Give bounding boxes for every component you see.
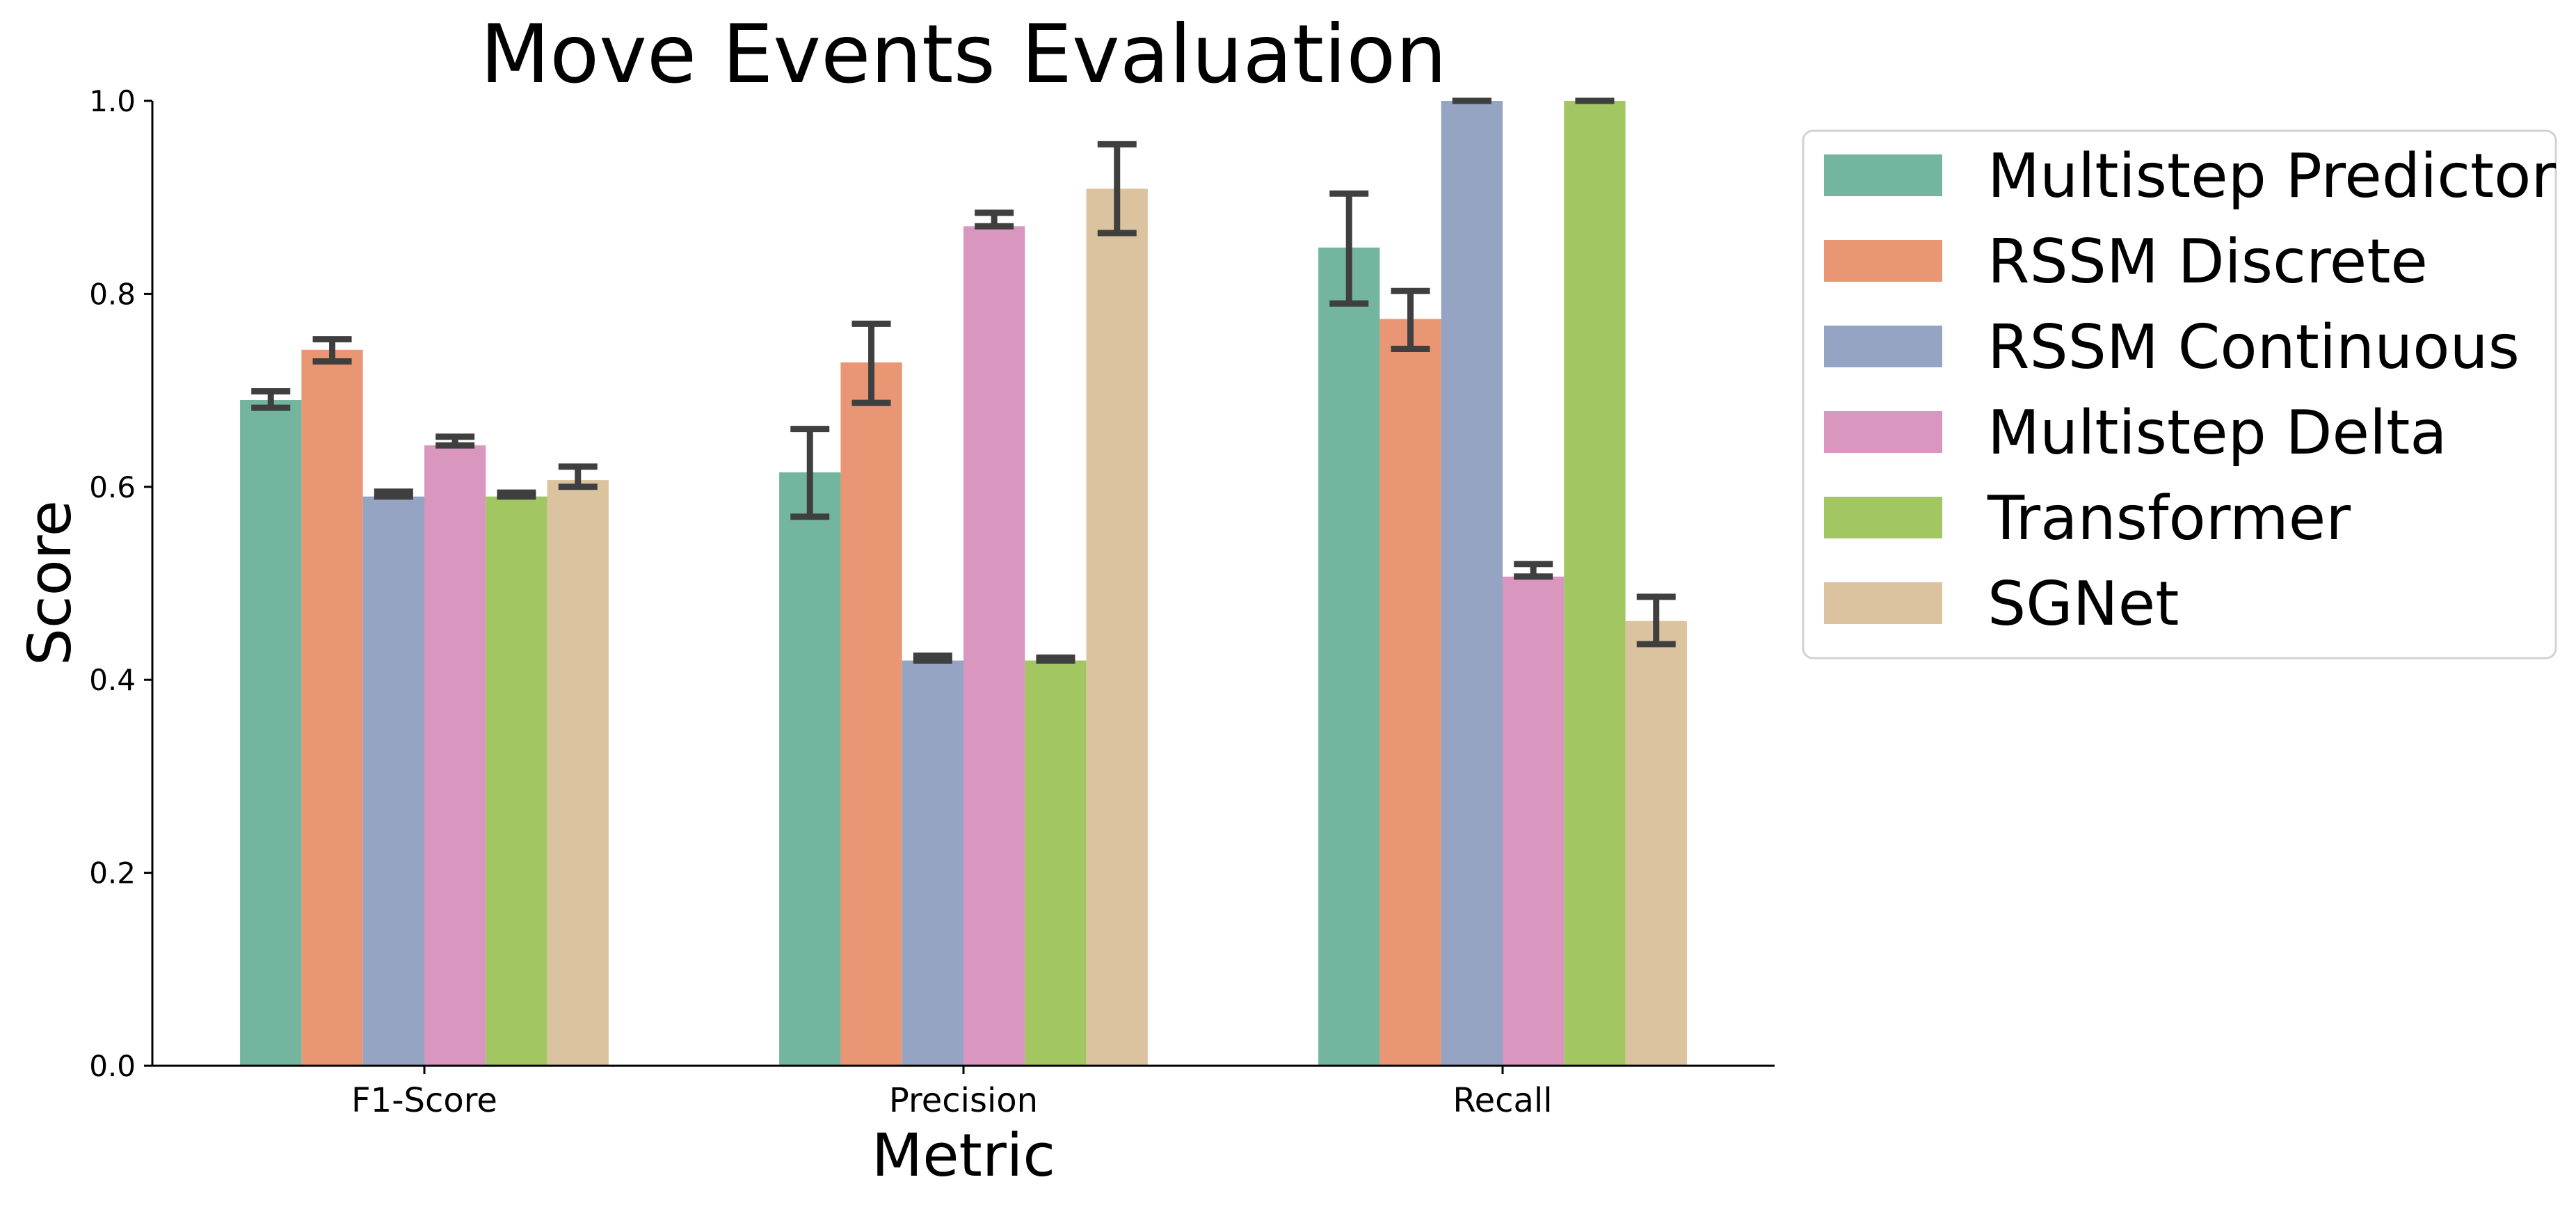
legend-label: RSSM Continuous [1987, 312, 2520, 383]
x-tick-label-precision: Precision [889, 1081, 1038, 1120]
bars-layer [240, 101, 1687, 1066]
bar-sgnet-f1-score [547, 480, 609, 1066]
legend-swatch [1824, 582, 1942, 624]
legend-swatch [1824, 411, 1942, 453]
error-bar-rssm-continuous-f1-score [374, 488, 413, 500]
error-bars-layer [251, 97, 1676, 664]
legend-item-multistep-delta: Multistep Delta [1824, 397, 2447, 468]
bar-multistep-delta-precision [963, 226, 1025, 1066]
bar-rssm-discrete-precision [840, 362, 902, 1066]
error-bar-rssm-discrete-f1-score [312, 336, 352, 365]
legend-item-transformer: Transformer [1824, 483, 2351, 554]
error-bar-sgnet-precision [1097, 141, 1137, 237]
bar-transformer-f1-score [486, 496, 547, 1066]
x-ticks: F1-Score Precision Recall [351, 1066, 1553, 1120]
bar-transformer-precision [1025, 660, 1087, 1066]
error-bar-transformer-precision [1036, 654, 1075, 664]
error-bar-multistep-delta-precision [975, 209, 1014, 230]
legend-label: SGNet [1987, 568, 2179, 639]
bar-multistep-predictor-recall [1318, 247, 1380, 1066]
error-bar-rssm-discrete-recall [1391, 287, 1430, 352]
bar-rssm-continuous-f1-score [362, 496, 424, 1066]
x-tick-label-recall: Recall [1453, 1081, 1552, 1120]
y-ticks: 0.0 0.2 0.4 0.6 0.8 1.0 [89, 84, 152, 1083]
legend-label: RSSM Discrete [1987, 226, 2428, 297]
bar-multistep-predictor-f1-score [240, 400, 302, 1066]
bar-sgnet-recall [1625, 621, 1687, 1066]
error-bar-multistep-delta-f1-score [435, 433, 475, 449]
error-bar-rssm-discrete-precision [851, 320, 891, 406]
y-tick-label: 0.0 [89, 1049, 136, 1083]
error-bar-multistep-predictor-precision [790, 426, 830, 520]
error-bar-sgnet-f1-score [558, 463, 598, 490]
legend-item-multistep-predictor: Multistep Predictor [1824, 141, 2556, 211]
bar-transformer-recall [1564, 101, 1626, 1066]
bar-multistep-delta-recall [1503, 576, 1565, 1066]
error-bar-multistep-predictor-recall [1329, 190, 1369, 307]
y-tick-label: 0.4 [89, 663, 136, 697]
bar-rssm-discrete-f1-score [301, 349, 363, 1066]
bar-multistep-predictor-precision [779, 472, 841, 1066]
error-bar-multistep-predictor-f1-score [251, 388, 291, 411]
legend-items: Multistep Predictor RSSM Discrete RSSM Con… [1824, 141, 2556, 639]
y-tick-label: 0.2 [89, 856, 136, 890]
legend-item-sgnet: SGNet [1824, 568, 2179, 639]
legend-swatch [1824, 497, 1942, 538]
legend-label: Multistep Predictor [1987, 141, 2556, 211]
bar-rssm-continuous-precision [902, 660, 963, 1066]
legend-swatch [1824, 154, 1942, 196]
legend-item-rssm-continuous: RSSM Continuous [1824, 312, 2520, 383]
chart-title: Move Events Evaluation [480, 8, 1447, 102]
y-tick-label: 0.6 [89, 470, 136, 504]
legend-frame [1802, 129, 2557, 660]
legend-label: Multistep Delta [1987, 397, 2447, 468]
y-tick-label: 1.0 [89, 84, 136, 118]
legend: Multistep Predictor RSSM Discrete RSSM Con… [1802, 129, 2557, 660]
legend-swatch [1824, 326, 1942, 367]
x-axis-label: Metric [872, 1121, 1055, 1190]
y-axis-label: Score [16, 500, 85, 666]
error-bar-multistep-delta-recall [1514, 561, 1553, 580]
error-bar-sgnet-recall [1636, 593, 1676, 648]
error-bar-transformer-f1-score [497, 489, 536, 500]
error-bar-rssm-continuous-precision [913, 653, 952, 664]
bar-rssm-discrete-recall [1379, 319, 1441, 1066]
legend-label: Transformer [1987, 483, 2351, 554]
y-tick-label: 0.8 [89, 277, 136, 311]
legend-item-rssm-discrete: RSSM Discrete [1824, 226, 2428, 297]
bar-sgnet-precision [1086, 189, 1148, 1066]
x-tick-label-f1-score: F1-Score [351, 1081, 497, 1120]
legend-swatch [1824, 240, 1942, 282]
bar-rssm-continuous-recall [1441, 101, 1503, 1066]
bar-multistep-delta-f1-score [424, 445, 486, 1066]
